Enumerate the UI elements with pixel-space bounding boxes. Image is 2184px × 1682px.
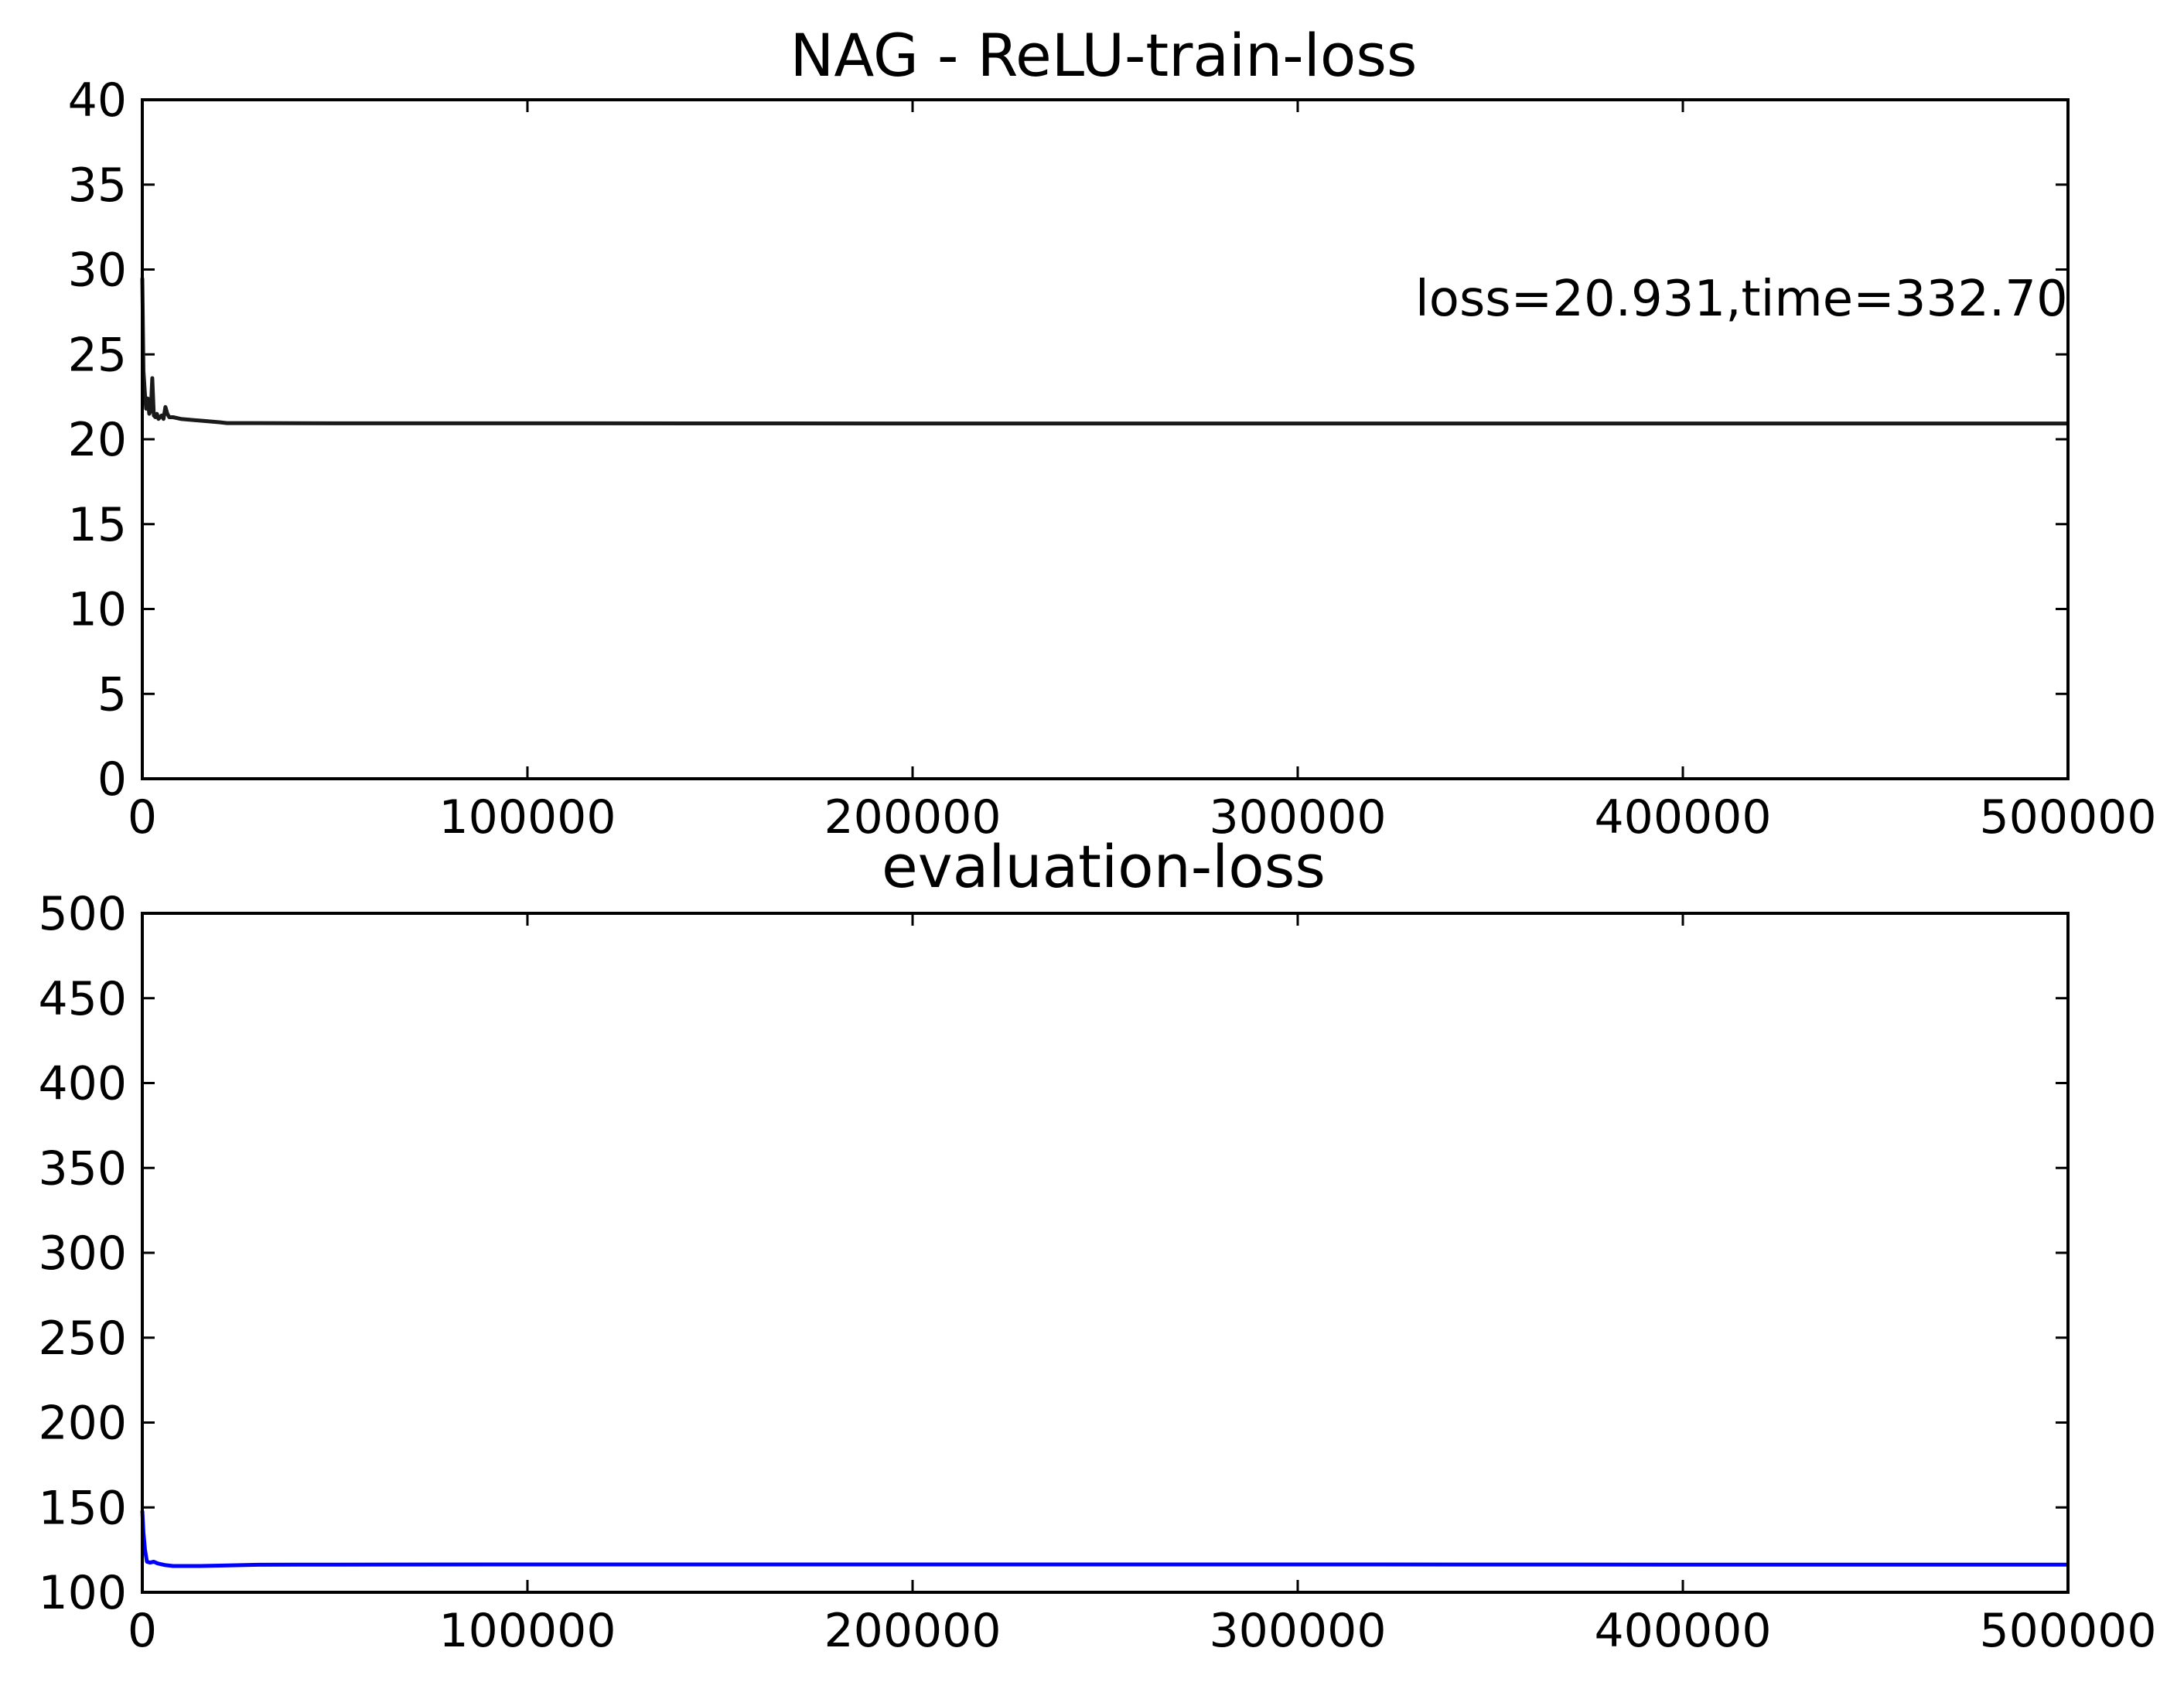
evaluation-loss-xtick-label: 100000 (439, 1604, 616, 1658)
evaluation-loss-ytick-label: 450 (38, 972, 127, 1026)
train-loss-ytick-label: 15 (68, 498, 127, 552)
train-loss-xtick-label: 300000 (1209, 790, 1386, 844)
evaluation-loss-plot-area (140, 1510, 2068, 1568)
evaluation-loss-ytick-label: 100 (38, 1566, 127, 1620)
train-loss-axes-frame (141, 98, 2070, 780)
evaluation-loss-ytick-label: 300 (38, 1227, 127, 1281)
evaluation-loss-ytick-label: 400 (38, 1057, 127, 1111)
train-loss-ytick-label: 40 (68, 73, 127, 128)
evaluation-loss-axes-frame (141, 912, 2070, 1594)
train-loss-ytick-label: 5 (97, 667, 127, 722)
evaluation-loss-xtick-label: 400000 (1594, 1604, 1771, 1658)
evaluation-loss-ytick-label: 150 (38, 1481, 127, 1535)
train-loss-series-line (140, 278, 2068, 426)
evaluation-loss-series-line (140, 1510, 2068, 1568)
train-loss-ytick-label: 35 (68, 159, 127, 213)
evaluation-loss-xtick-label: 500000 (1979, 1604, 2156, 1658)
evaluation-loss-title: evaluation-loss (882, 832, 1326, 901)
train-loss-annotation: loss=20.931,time=332.70 (1415, 271, 2068, 328)
train-loss-plot-area (140, 278, 2068, 426)
evaluation-loss-chart: evaluation-loss 0 100000 200000 300000 40000… (38, 832, 2156, 1658)
evaluation-loss-xtick-label: 0 (128, 1604, 157, 1658)
train-loss-xtick-label: 500000 (1979, 790, 2156, 844)
train-loss-title: NAG - ReLU-train-loss (790, 21, 1417, 90)
train-loss-ytick-label: 25 (68, 328, 127, 382)
train-loss-xtick-label: 100000 (439, 790, 616, 844)
evaluation-loss-ytick-label: 250 (38, 1312, 127, 1366)
train-loss-chart: NAG - ReLU-train-loss 0 100000 200000 30000… (68, 21, 2157, 844)
evaluation-loss-ytick-label: 500 (38, 887, 127, 941)
train-loss-ticks: 0 100000 200000 300000 400000 500000 0 5 10 15 20 2… (68, 73, 2157, 844)
train-loss-xtick-label: 200000 (824, 790, 1001, 844)
train-loss-ytick-label: 30 (68, 244, 127, 298)
train-loss-xtick-label: 400000 (1594, 790, 1771, 844)
evaluation-loss-ytick-label: 350 (38, 1141, 127, 1196)
evaluation-loss-xtick-label: 200000 (824, 1604, 1001, 1658)
evaluation-loss-ticks: 0 100000 200000 300000 400000 500000 100 150 200… (38, 887, 2156, 1658)
train-loss-ytick-label: 20 (68, 413, 127, 467)
train-loss-xtick-label: 0 (128, 790, 157, 844)
train-loss-ytick-label: 10 (68, 583, 127, 637)
evaluation-loss-ytick-label: 200 (38, 1397, 127, 1451)
evaluation-loss-xtick-label: 300000 (1209, 1604, 1386, 1658)
train-loss-ytick-label: 0 (97, 752, 127, 807)
